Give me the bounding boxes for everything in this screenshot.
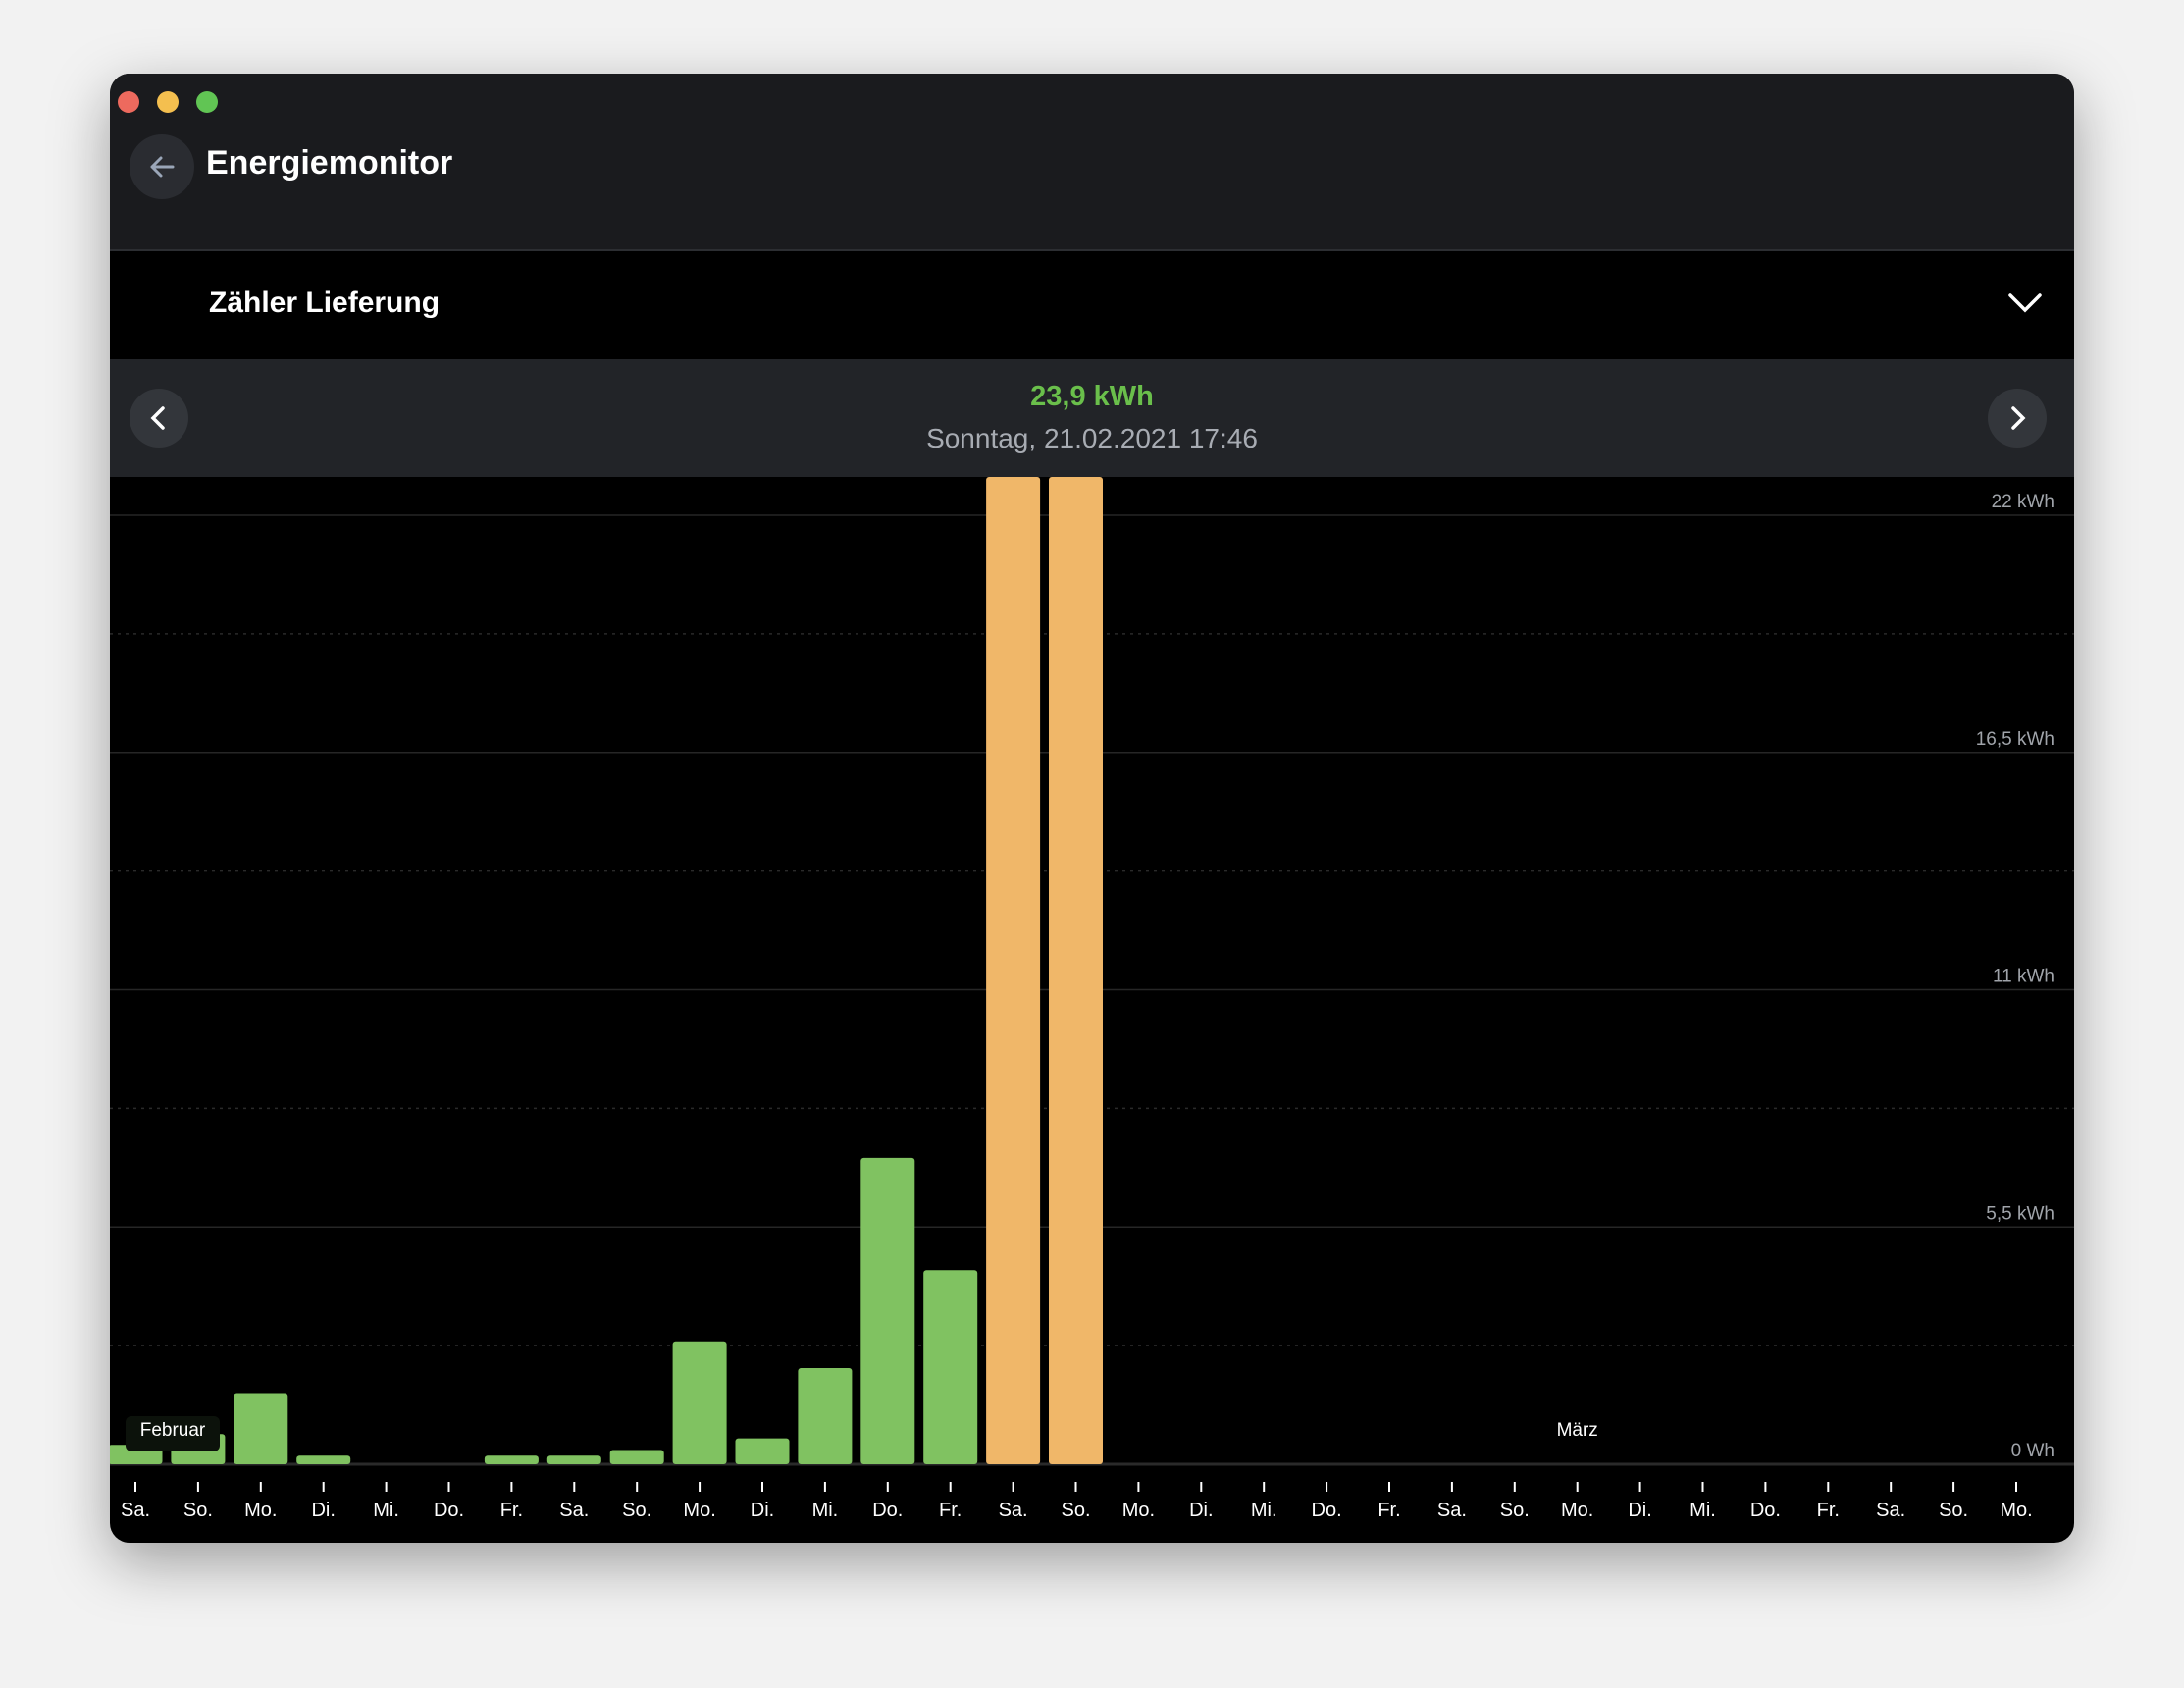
bar: [923, 1270, 978, 1464]
chevron-right-icon: [2011, 406, 2026, 430]
x-tick-label: Fr.: [1378, 1500, 1400, 1521]
x-tick-label: Fr.: [500, 1500, 523, 1521]
back-button[interactable]: [130, 134, 194, 199]
bar: [234, 1393, 288, 1464]
x-tick-label: So.: [183, 1500, 213, 1521]
y-tick-label: 0 Wh: [2011, 1441, 2054, 1461]
x-tick-label: Mi.: [373, 1500, 399, 1521]
x-tick-label: So.: [1500, 1500, 1530, 1521]
x-tick-label: So.: [622, 1500, 651, 1521]
month-label: März: [1557, 1420, 1598, 1441]
chevron-left-icon: [150, 406, 165, 430]
app-window: Energiemonitor Zähler Lieferung 23,9 kWh…: [110, 74, 2074, 1543]
bar: [672, 1341, 727, 1464]
x-tick-label: Do.: [434, 1500, 464, 1521]
selected-value: 23,9 kWh: [1030, 381, 1154, 412]
bar: [609, 1450, 664, 1464]
x-tick-label: Mi.: [1251, 1500, 1277, 1521]
previous-period-button[interactable]: [130, 389, 188, 448]
x-tick-label: Mi.: [1690, 1500, 1716, 1521]
bar: [296, 1455, 351, 1464]
bar: [798, 1367, 853, 1464]
x-tick-label: Di.: [1189, 1500, 1213, 1521]
bar: [546, 1455, 601, 1464]
x-tick-label: Di.: [751, 1500, 774, 1521]
y-tick-label: 5,5 kWh: [1986, 1203, 2054, 1224]
y-tick-label: 16,5 kWh: [1976, 729, 2054, 750]
x-tick-label: Di.: [1628, 1500, 1651, 1521]
chevron-down-icon[interactable]: [2005, 283, 2045, 322]
y-tick-label: 22 kWh: [1992, 492, 2054, 512]
close-window-button[interactable]: [118, 91, 139, 113]
x-tick-label: Mi.: [812, 1500, 839, 1521]
x-tick-label: Mo.: [2000, 1500, 2032, 1521]
x-tick-label: Fr.: [939, 1500, 962, 1521]
bar: [986, 477, 1041, 1464]
title-bar: Energiemonitor: [110, 74, 2074, 251]
x-tick-label: Fr.: [1817, 1500, 1840, 1521]
next-period-button[interactable]: [1988, 389, 2047, 448]
x-tick-label: Sa.: [1876, 1500, 1905, 1521]
bar: [1049, 477, 1103, 1464]
x-tick-label: Mo.: [683, 1500, 715, 1521]
x-tick-label: Mo.: [1561, 1500, 1593, 1521]
x-tick-label: Do.: [1312, 1500, 1342, 1521]
x-tick-label: Sa.: [559, 1500, 589, 1521]
bar: [484, 1455, 539, 1464]
x-tick-label: So.: [1939, 1500, 1968, 1521]
x-tick-label: Sa.: [1437, 1500, 1467, 1521]
x-tick-label: Mo.: [1122, 1500, 1155, 1521]
month-label: Februar: [140, 1420, 206, 1441]
minimize-window-button[interactable]: [157, 91, 179, 113]
energy-bar-chart[interactable]: 0 Wh 5,5 kWh 11 kWh 16,5 kWh 22 kWh Sa. So. Mo.…: [110, 477, 2074, 1543]
month-label-background: [126, 1416, 220, 1451]
x-tick-label: So.: [1061, 1500, 1090, 1521]
bar: [860, 1157, 915, 1464]
x-tick-label: Sa.: [121, 1500, 150, 1521]
x-tick-label: Di.: [311, 1500, 335, 1521]
page-title: Energiemonitor: [206, 144, 453, 182]
x-tick-label: Do.: [872, 1500, 903, 1521]
meter-label: Zähler Lieferung: [209, 287, 441, 319]
arrow-left-icon: [150, 156, 175, 178]
maximize-window-button[interactable]: [196, 91, 218, 113]
period-navigator: 23,9 kWh Sonntag, 21.02.2021 17:46: [110, 359, 2074, 477]
selected-date: Sonntag, 21.02.2021 17:46: [926, 423, 1258, 453]
bar: [735, 1438, 790, 1464]
x-tick-label: Do.: [1750, 1500, 1781, 1521]
x-tick-label: Sa.: [999, 1500, 1028, 1521]
meter-selector[interactable]: Zähler Lieferung: [110, 251, 2074, 359]
x-tick-label: Mo.: [244, 1500, 277, 1521]
y-tick-label: 11 kWh: [1993, 967, 2054, 987]
